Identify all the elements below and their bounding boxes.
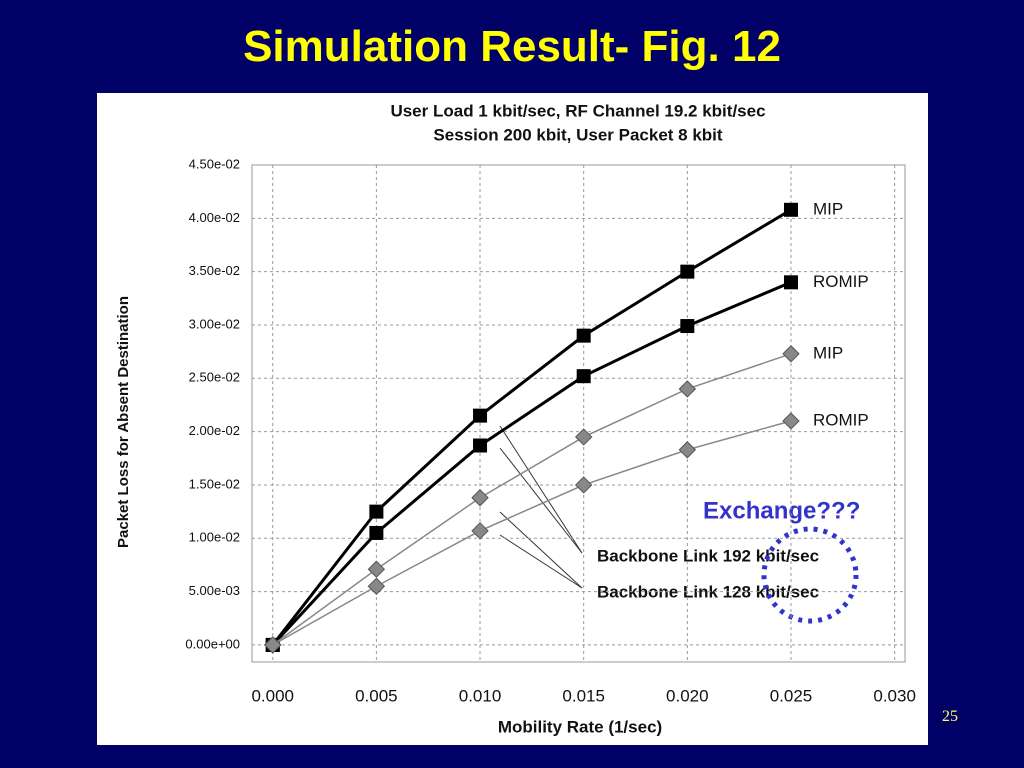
series-line: [271, 280, 792, 646]
marker: [471, 522, 489, 540]
y-tick-label: 3.00e-02: [189, 316, 240, 331]
marker: [367, 560, 386, 578]
x-tick-label: 0.015: [562, 686, 605, 705]
x-tick-label: 0.010: [459, 686, 502, 705]
legend-label: MIP: [813, 199, 843, 218]
marker: [783, 275, 798, 290]
marker: [678, 380, 697, 398]
legend-label: ROMIP: [813, 272, 869, 291]
y-tick-label: 1.00e-02: [189, 530, 240, 545]
x-tick-label: 0.000: [251, 686, 294, 705]
annotation: Backbone Link 192 kbit/sec: [597, 546, 819, 565]
marker: [574, 476, 593, 494]
y-tick-label: 2.00e-02: [189, 423, 240, 438]
marker: [680, 264, 695, 279]
y-tick-label: 2.50e-02: [189, 370, 240, 385]
y-axis-label: Packet Loss for Absent Destination: [115, 296, 132, 548]
marker: [680, 319, 695, 334]
chart-title: User Load 1 kbit/sec, RF Channel 19.2 kb…: [390, 101, 765, 120]
x-tick-label: 0.005: [355, 686, 398, 705]
slide-title: Simulation Result- Fig. 12: [243, 22, 781, 71]
y-tick-label: 3.50e-02: [189, 263, 240, 278]
marker: [367, 577, 386, 595]
marker: [782, 345, 800, 363]
legend-label: ROMIP: [813, 410, 869, 429]
y-tick-label: 4.00e-02: [189, 210, 240, 225]
marker: [782, 412, 800, 430]
page-number: 25: [942, 708, 958, 725]
marker: [473, 438, 488, 453]
series-line: [272, 353, 792, 646]
marker: [473, 408, 488, 423]
series-line: [272, 420, 792, 646]
marker: [574, 428, 593, 446]
highlight-circle: [761, 526, 859, 624]
annotation: Exchange???: [703, 497, 860, 524]
y-tick-label: 4.50e-02: [189, 156, 240, 171]
marker: [783, 202, 798, 217]
series-line: [271, 208, 792, 646]
marker: [471, 489, 489, 507]
marker: [369, 525, 384, 540]
marker: [264, 636, 282, 654]
x-tick-label: 0.025: [770, 686, 813, 705]
marker: [576, 328, 591, 343]
marker: [369, 504, 384, 519]
y-tick-label: 5.00e-03: [189, 583, 240, 598]
y-tick-label: 1.50e-02: [189, 476, 240, 491]
x-tick-label: 0.030: [873, 686, 916, 705]
x-axis-label: Mobility Rate (1/sec): [498, 717, 662, 736]
legend-label: MIP: [813, 343, 843, 362]
x-tick-label: 0.020: [666, 686, 709, 705]
chart-subtitle: Session 200 kbit, User Packet 8 kbit: [433, 125, 722, 144]
y-tick-label: 0.00e+00: [185, 636, 240, 651]
marker: [576, 369, 591, 384]
annotation-arrows: [499, 425, 583, 589]
marker: [678, 441, 697, 459]
